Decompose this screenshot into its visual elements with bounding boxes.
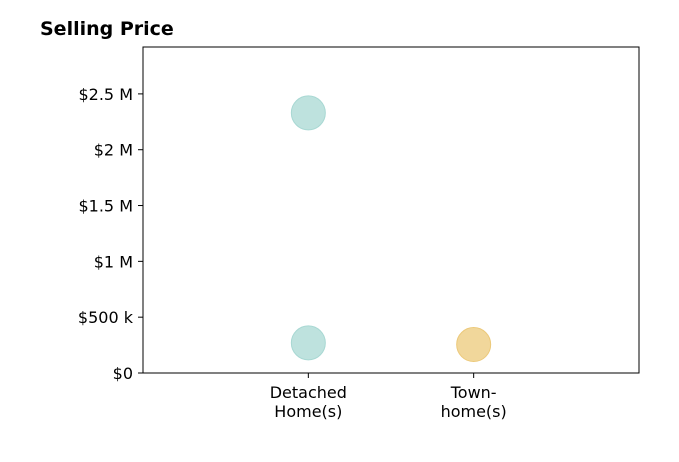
x-tick-label: Town- <box>450 383 497 402</box>
y-tick-label: $1.5 M <box>78 197 133 216</box>
data-point-2 <box>456 327 492 363</box>
plot-frame <box>142 46 640 374</box>
x-tick-label: Home(s) <box>274 402 342 421</box>
x-tick-label: home(s) <box>441 402 507 421</box>
y-tick-label: $2.5 M <box>78 85 133 104</box>
data-point-0 <box>290 95 326 131</box>
y-tick-label: $0 <box>113 364 133 383</box>
y-tick-label: $1 M <box>94 252 133 271</box>
chart-title: Selling Price <box>40 18 174 40</box>
x-tick-label: Detached <box>270 383 347 402</box>
y-tick-label: $2 M <box>94 141 133 160</box>
y-tick-label: $500 k <box>78 308 134 327</box>
data-points <box>290 95 492 363</box>
y-axis: $0 $500 k $1 M $1.5 M $2 M $2.5 M <box>78 85 143 383</box>
data-point-1 <box>290 325 326 361</box>
